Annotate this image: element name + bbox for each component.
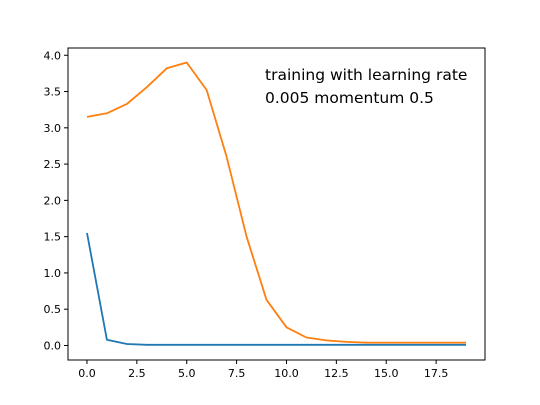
y-tick-label: 0.5 [44,303,62,316]
axes-frame [67,47,486,361]
chart-annotation: training with learning rate 0.005 moment… [265,64,467,110]
y-tick-label: 3.5 [44,86,62,99]
x-tick-label: 17.5 [424,367,449,380]
y-tick-label: 1.0 [44,267,62,280]
axis-ticks: 0.0 2.5 5.0 7.5 10.0 12.5 15.0 17.5 0.0 0.5 1.0 1.5… [44,49,449,380]
x-tick-label: 7.5 [228,367,246,380]
y-tick-label: 1.5 [44,231,62,244]
annotation-line-2: 0.005 momentum 0.5 [265,89,434,107]
y-tick-label: 0.0 [44,339,62,352]
x-tick-label: 12.5 [324,367,349,380]
series-line-2 [86,61,466,344]
x-tick-label: 0.0 [78,367,96,380]
x-tick-label: 2.5 [128,367,146,380]
y-tick-label: 2.5 [44,158,62,171]
x-tick-label: 5.0 [178,367,196,380]
y-tick-label: 3.0 [44,122,62,135]
y-tick-label: 4.0 [44,49,62,62]
y-tick-label: 2.0 [44,194,62,207]
chart-marks [86,61,466,346]
x-tick-label: 10.0 [274,367,299,380]
x-tick-label: 15.0 [374,367,399,380]
annotation-line-1: training with learning rate [265,66,468,84]
series-line-1 [86,232,466,346]
